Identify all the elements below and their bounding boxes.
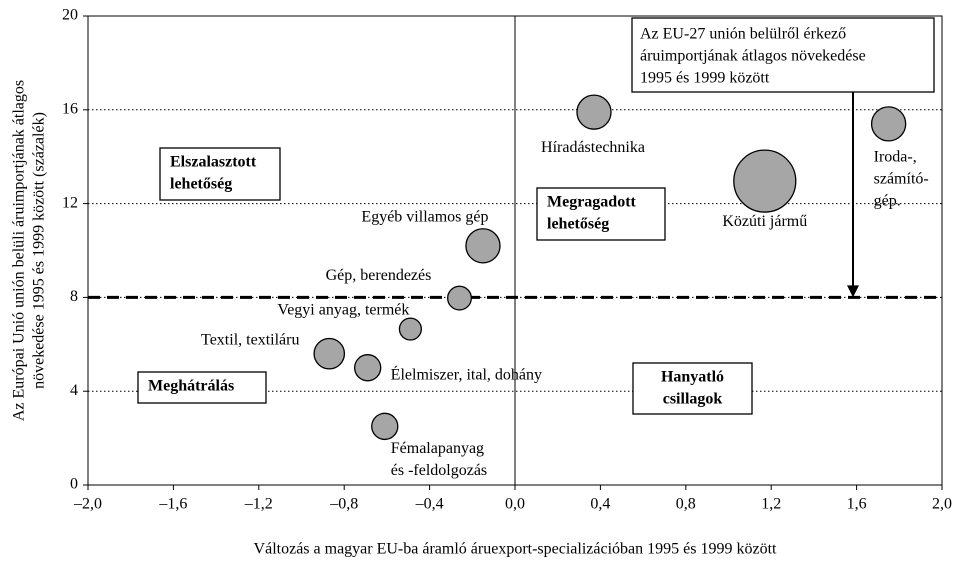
bubble-label: gép. xyxy=(874,193,901,210)
annotation-arrowhead xyxy=(847,285,859,298)
annotation-box xyxy=(631,17,935,93)
annotation-text: áruimportjának átlagos növekedése xyxy=(640,48,866,65)
quadrant-box xyxy=(137,371,267,404)
y-tick-label: 16 xyxy=(62,100,78,117)
bubble xyxy=(465,228,501,264)
x-tick-label: –1,2 xyxy=(244,496,273,513)
bubble xyxy=(353,354,382,382)
x-tick-label: 1,6 xyxy=(847,496,867,513)
x-tick-label: –0,4 xyxy=(415,496,444,513)
quadrant-box xyxy=(159,147,281,201)
x-tick-label: –0,8 xyxy=(329,496,358,513)
x-tick-label: 0,0 xyxy=(505,496,525,513)
x-tick-label: 0,8 xyxy=(676,496,696,513)
quadrant-label: Hanyatló xyxy=(661,369,724,386)
y-tick-label: 0 xyxy=(70,476,78,493)
y-tick-label: 20 xyxy=(62,7,78,24)
annotation-text: Az EU-27 unión belülről érkező xyxy=(640,26,846,43)
quadrant-label: Meghátrálás xyxy=(148,378,234,395)
y-tick-label: 4 xyxy=(70,382,78,399)
bubble-label: Híradástechnika xyxy=(541,139,645,156)
annotation-text: 1995 és 1999 között xyxy=(640,70,770,87)
y-axis-label: Az Európai Unió unión belüli áruimportjá… xyxy=(11,80,28,421)
bubble-label: Iroda-, xyxy=(874,149,917,166)
bubble-label: Vegyi anyag, termék xyxy=(277,302,409,319)
quadrant-label: lehetőség xyxy=(547,216,609,233)
x-tick-label: 0,4 xyxy=(590,496,610,513)
quadrant-label: Elszalasztott xyxy=(170,154,257,171)
quadrant-box xyxy=(536,187,666,241)
y-axis-label: növekedése 1995 és 1999 között (százalék… xyxy=(31,112,48,389)
y-tick-label: 8 xyxy=(70,288,78,305)
bubble-label: számító- xyxy=(874,171,929,188)
bubble xyxy=(733,149,797,213)
bubble xyxy=(870,106,907,142)
x-tick-label: 2,0 xyxy=(932,496,952,513)
x-tick-label: –2,0 xyxy=(73,496,102,513)
x-tick-label: –1,6 xyxy=(158,496,187,513)
bubble-label: és -feldolgozás xyxy=(391,462,487,479)
bubble xyxy=(313,337,346,370)
x-axis-label: Változás a magyar EU-ba áramló áruexport… xyxy=(254,541,777,558)
quadrant-label: csillagok xyxy=(663,391,723,408)
bubble-label: Gép, berendezés xyxy=(326,267,432,284)
x-tick-label: 1,2 xyxy=(761,496,781,513)
bubble-label: Textil, textiláru xyxy=(201,331,299,348)
bubble-label: Fémalapanyag xyxy=(391,440,484,457)
bubble xyxy=(447,285,472,311)
bubble xyxy=(576,94,612,130)
bubble-label: Élelmiszer, ital, dohány xyxy=(391,364,542,383)
quadrant-label: lehetőség xyxy=(170,176,232,193)
bubble-label: Egyéb villamos gép xyxy=(361,208,488,225)
quadrant-label: Megragadott xyxy=(547,194,637,211)
bubble-label: Közúti jármű xyxy=(722,213,807,230)
bubble xyxy=(371,412,399,441)
y-tick-label: 12 xyxy=(62,194,78,211)
quadrant-box xyxy=(632,362,753,415)
bubble xyxy=(398,317,422,341)
